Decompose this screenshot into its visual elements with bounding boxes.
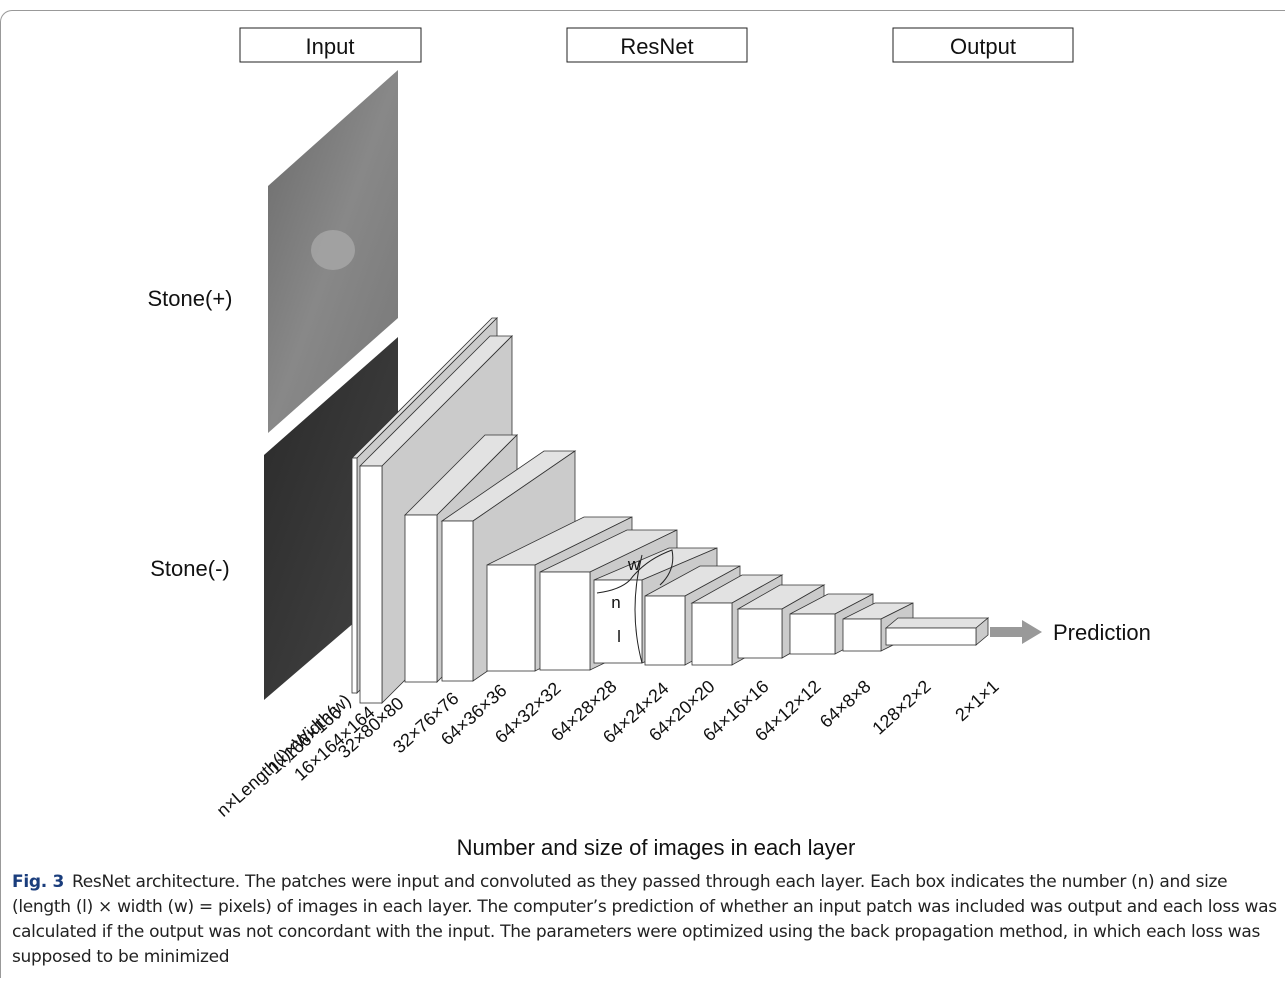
- layer-label: 2×1×1: [951, 676, 1002, 725]
- header-label: ResNet: [620, 34, 693, 59]
- diagram: Input ResNet Output Stone(+) Stone(-) w …: [0, 0, 1287, 870]
- box-front: [405, 515, 437, 682]
- caption-label: Fig. 3: [12, 872, 64, 892]
- input-label: Stone(+): [148, 286, 233, 311]
- box-front: [790, 614, 835, 654]
- box-front: [360, 466, 382, 703]
- dim-label: w: [627, 555, 641, 574]
- box-front: [692, 603, 732, 665]
- arrow: [990, 620, 1042, 644]
- stone: [311, 230, 355, 270]
- header-label: Input: [306, 34, 355, 59]
- box-front: [352, 458, 357, 693]
- dim-label: l: [617, 627, 621, 646]
- caption-text: ResNet architecture. The patches were in…: [12, 872, 1277, 967]
- box-front: [645, 596, 685, 665]
- figure: Input ResNet Output Stone(+) Stone(-) w …: [0, 0, 1287, 983]
- box-front: [487, 565, 535, 671]
- box-top: [886, 618, 988, 628]
- box-front: [738, 609, 782, 658]
- layer-label: 64×8×8: [816, 676, 875, 732]
- dim-label: n: [611, 593, 620, 612]
- layer-label: 128×2×2: [868, 676, 934, 738]
- box-front: [886, 628, 976, 645]
- box-front: [843, 619, 881, 651]
- header-label: Output: [950, 34, 1016, 59]
- box-front: [442, 521, 473, 681]
- layer-box: [886, 618, 988, 645]
- input-label: Stone(-): [150, 556, 229, 581]
- axis-title: Number and size of images in each layer: [457, 835, 856, 860]
- output-label: Prediction: [1053, 620, 1151, 645]
- box-front: [540, 572, 590, 670]
